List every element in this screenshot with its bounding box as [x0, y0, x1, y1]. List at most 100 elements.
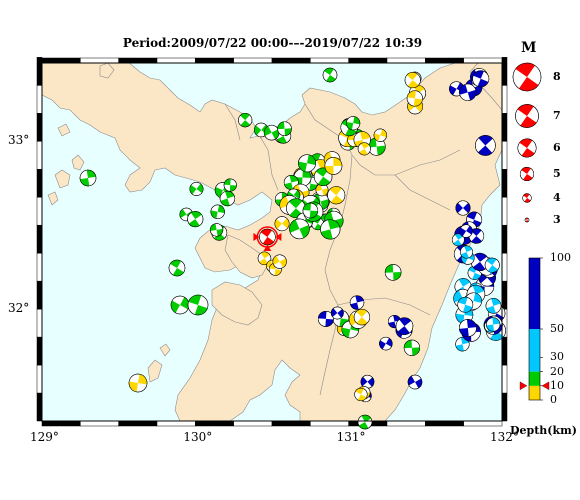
focal-mechanism: [298, 154, 316, 173]
frame-tick-bottom: [41, 420, 81, 427]
focal-mechanism: [472, 70, 490, 88]
frame-tick-top: [271, 57, 311, 64]
focal-mechanism: [128, 373, 148, 393]
focal-mechanism: [272, 254, 287, 269]
focal-mechanism: [384, 264, 402, 281]
focal-mechanism: [320, 219, 341, 240]
lon-tick-label: 131°: [336, 430, 366, 444]
focal-mechanism: [189, 182, 204, 196]
magnitude-legend-symbol: [519, 166, 535, 182]
magnitude-legend-symbol: [522, 193, 532, 203]
magnitude-legend-label: 5: [553, 167, 561, 180]
focal-mechanism: [330, 306, 344, 320]
magnitude-legend-label: 7: [553, 109, 561, 122]
frame-tick-top: [195, 57, 234, 64]
main-event: [253, 226, 282, 251]
focal-mechanism: [458, 319, 477, 337]
frame-tick-left: [36, 168, 43, 198]
depth-tick-label: 50: [550, 322, 564, 335]
depth-marker-right: [541, 381, 550, 391]
depth-colorbar-segment: [529, 329, 540, 372]
lat-tick-label: 33°: [8, 133, 30, 148]
magnitude-legend: [512, 62, 542, 223]
frame-ticks: [36, 57, 508, 427]
focal-mechanism: [379, 336, 393, 351]
land-amakusa: [211, 281, 263, 326]
focal-mechanism: [277, 121, 292, 136]
frame-tick-top: [348, 57, 388, 64]
magnitude-legend-symbol: [517, 138, 537, 158]
frame-tick-left: [36, 280, 43, 310]
focal-mechanism: [327, 186, 346, 205]
magnitude-legend-symbol: [512, 62, 542, 92]
focal-mechanism: [219, 190, 236, 207]
focal-mechanism: [187, 211, 204, 228]
focal-mechanism: [286, 198, 306, 218]
frame-tick-top: [463, 57, 503, 64]
depth-tick-label: 20: [550, 364, 564, 378]
frame-tick-left: [36, 308, 43, 338]
frame-tick-bottom: [195, 420, 234, 427]
depth-tick-label: 100: [550, 251, 571, 264]
lon-tick-label: 130°: [183, 430, 213, 444]
focal-mechanism: [457, 296, 474, 313]
frame-tick-right: [501, 280, 508, 310]
frame-tick-right: [501, 57, 508, 86]
depth-colorbar-segment: [529, 385, 540, 400]
frame-tick-left: [36, 85, 43, 114]
frame-tick-left: [36, 392, 43, 422]
focal-mechanism: [459, 224, 473, 238]
main-event-marker: [253, 232, 260, 241]
focal-mechanism: [223, 178, 237, 192]
depth-tick-label: 0: [550, 393, 557, 406]
lat-tick-label: 32°: [8, 301, 30, 316]
lon-tick-label: 129°: [30, 430, 59, 444]
frame-tick-right: [501, 224, 508, 254]
focal-mechanism: [455, 200, 471, 216]
focal-mechanism: [302, 202, 319, 219]
focal-mechanism: [407, 374, 423, 390]
main-event-mechanism: [259, 228, 276, 246]
magnitude-legend-symbol: [515, 104, 539, 128]
focal-mechanism: [349, 295, 365, 310]
main-event-marker: [263, 244, 272, 251]
frame-tick-left: [36, 364, 43, 394]
frame-tick-top: [386, 57, 426, 64]
land-goto: [47, 154, 85, 206]
frame-tick-left: [36, 336, 43, 366]
frame-tick-top: [310, 57, 349, 64]
frame-tick-left: [36, 196, 43, 226]
depth-colorbar: [519, 257, 550, 401]
focal-mechanism: [460, 245, 473, 259]
frame-tick-bottom: [463, 420, 503, 427]
depth-marker-left: [519, 381, 528, 391]
frame-tick-bottom: [156, 420, 196, 427]
focal-mechanism: [289, 218, 310, 240]
depth-tick-label: 10: [550, 378, 564, 392]
frame-tick-top: [425, 57, 464, 64]
focal-mechanism: [324, 157, 343, 175]
focal-mechanisms: [79, 67, 506, 430]
frame-tick-bottom: [425, 420, 464, 427]
focal-mechanism: [403, 339, 421, 356]
magnitude-legend-label: 4: [553, 191, 561, 204]
frame-tick-top: [156, 57, 196, 64]
focal-mechanism: [238, 113, 253, 128]
frame-tick-right: [501, 336, 508, 366]
frame-tick-left: [36, 141, 43, 170]
lon-tick-label: 132°: [490, 430, 519, 444]
focal-mechanism: [395, 317, 414, 335]
focal-mechanism: [373, 128, 387, 142]
focal-mechanism: [455, 337, 470, 352]
focal-mechanism: [168, 259, 186, 277]
focal-mechanism: [354, 387, 368, 402]
frame-tick-left: [36, 113, 43, 142]
map-frame: [41, 62, 503, 422]
frame-tick-left: [36, 224, 43, 254]
focal-mechanism: [404, 72, 421, 89]
frame-tick-bottom: [271, 420, 311, 427]
focal-mechanism: [317, 310, 334, 327]
frame-tick-right: [501, 364, 508, 394]
magnitude-legend-label: 3: [553, 213, 561, 226]
